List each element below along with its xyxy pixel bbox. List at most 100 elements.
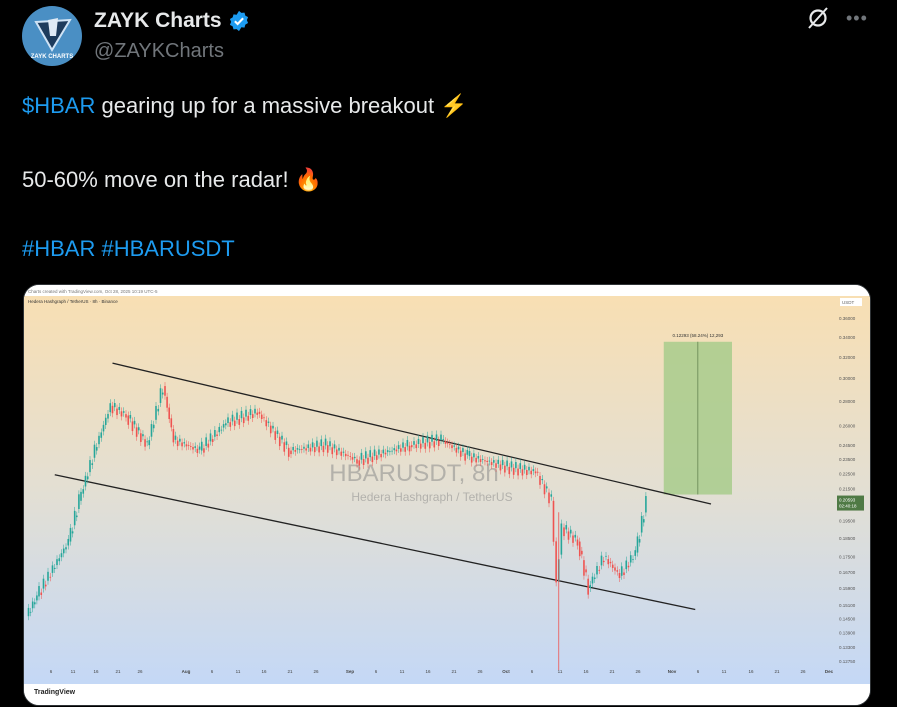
candle [34, 602, 36, 605]
candle [227, 417, 229, 423]
candle [236, 412, 238, 420]
candle [281, 435, 283, 440]
candle [102, 424, 105, 432]
candle [137, 427, 140, 431]
author-name-text[interactable]: ZAYK Charts [94, 9, 222, 32]
y-tick-label: 0.34000 [839, 335, 856, 340]
candle [185, 444, 188, 447]
verified-badge-icon [229, 10, 248, 32]
candle [290, 450, 292, 455]
candle [484, 460, 486, 462]
candle [402, 442, 404, 448]
candle [80, 491, 82, 501]
candle [499, 464, 502, 471]
candle [367, 457, 369, 464]
candle [229, 422, 232, 427]
y-tick-label: 0.18500 [839, 536, 856, 541]
candle [329, 441, 331, 447]
candle [415, 444, 418, 449]
candle [86, 476, 89, 480]
candle [358, 460, 361, 466]
candle [548, 492, 550, 504]
candle [446, 442, 449, 444]
candle [470, 456, 473, 463]
candle [256, 412, 259, 415]
candle [581, 550, 583, 555]
candle [274, 431, 277, 440]
avatar[interactable]: ZAYK CHARTS [22, 6, 82, 66]
candle [587, 578, 589, 595]
candle [170, 418, 173, 428]
candle [391, 450, 393, 452]
candle [572, 535, 574, 543]
hashtag-link[interactable]: #HBARUSDT [101, 236, 235, 261]
cashtag-link[interactable]: $HBAR [22, 93, 96, 118]
candle [640, 515, 643, 533]
candle [591, 576, 594, 584]
candle [118, 406, 121, 410]
candle [360, 452, 363, 460]
candle [632, 559, 634, 560]
candle [220, 429, 223, 431]
tweet-media-chart[interactable]: Charts created with TradingView.com, Oct… [23, 284, 871, 706]
author-handle[interactable]: @ZAYKCharts [94, 40, 224, 62]
candle [245, 409, 247, 417]
currency-label-box [840, 298, 862, 306]
candle [120, 411, 123, 417]
candle [442, 438, 445, 440]
candle [602, 560, 605, 563]
candle [144, 439, 146, 447]
x-tick-label: 11 [722, 669, 727, 674]
candle [127, 415, 130, 425]
y-tick-label: 0.32000 [839, 355, 856, 360]
candle [605, 555, 607, 557]
candle [294, 449, 297, 452]
x-tick-label: 26 [477, 669, 483, 674]
author-name[interactable]: ZAYK Charts [94, 9, 250, 33]
x-tick-label: 16 [583, 669, 589, 674]
more-icon[interactable]: ••• [846, 8, 868, 28]
candle [493, 460, 495, 463]
candle [107, 413, 109, 419]
candle [349, 455, 352, 457]
x-tick-label: 21 [115, 669, 121, 674]
candle [636, 536, 639, 553]
candle [247, 415, 250, 421]
candle [419, 443, 422, 449]
hashtag-link[interactable]: #HBAR [22, 236, 96, 261]
candle [373, 449, 376, 456]
grok-icon[interactable] [806, 6, 830, 30]
candle [296, 448, 299, 450]
countdown-label: 02:40:18 [839, 504, 857, 509]
candle [62, 548, 65, 554]
chart-header: Charts created with TradingView.com, Oct… [28, 289, 158, 294]
tweet-line-1: $HBAR gearing up for a massive breakout … [22, 93, 468, 119]
candle [378, 449, 380, 455]
current-price-label: 0.20593 [839, 498, 856, 503]
candle [44, 584, 47, 587]
avatar-logo: ZAYK CHARTS [31, 18, 73, 60]
candle [125, 414, 127, 418]
x-tick-label: 11 [236, 669, 241, 674]
x-tick-label: 26 [313, 669, 319, 674]
candle [176, 440, 179, 447]
candle [362, 459, 365, 465]
candle [515, 462, 517, 469]
candle [287, 447, 290, 457]
candle [479, 459, 482, 462]
y-tick-label: 0.19500 [839, 519, 856, 524]
trendline [112, 362, 712, 505]
candle [73, 510, 76, 526]
candle [265, 420, 268, 427]
candle [140, 433, 142, 442]
candle [78, 494, 80, 509]
candle [251, 414, 254, 419]
y-tick-label: 0.15900 [839, 586, 856, 591]
candle [82, 489, 85, 494]
chart-image: Charts created with TradingView.com, Oct… [24, 285, 870, 705]
candle [69, 527, 72, 542]
tweet-text: gearing up for a massive breakout ⚡ [95, 93, 468, 118]
candle [100, 432, 103, 438]
candle [133, 420, 136, 425]
candle [38, 586, 40, 597]
